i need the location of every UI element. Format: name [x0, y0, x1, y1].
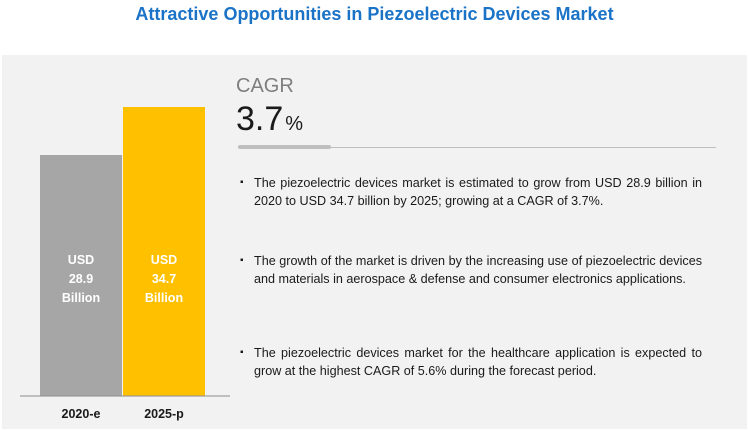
- bar-2025-p: [123, 107, 205, 396]
- bar-data-label: Billion: [145, 291, 183, 305]
- cagr-unit: %: [285, 113, 304, 135]
- bullet-item-healthcare: The piezoelectric devices market for the…: [240, 344, 702, 380]
- cagr-value: 3.7%: [236, 100, 303, 139]
- cagr-number: 3.7: [236, 100, 284, 138]
- divider-line: [238, 147, 716, 148]
- bar-data-label: 34.7: [152, 272, 176, 286]
- bullet-item-growth-driver: The growth of the market is driven by th…: [240, 252, 702, 288]
- page-title: Attractive Opportunities in Piezoelectri…: [135, 4, 614, 24]
- x-tick-label: 2020-e: [62, 407, 101, 421]
- x-tick-label: 2025-p: [144, 407, 184, 421]
- cagr-label: CAGR: [236, 75, 294, 97]
- bar-data-label: USD: [151, 253, 177, 267]
- bar-data-label: 28.9: [69, 272, 93, 286]
- bullet-item-market-estimate: The piezoelectric devices market is esti…: [240, 174, 702, 210]
- bar-2020-e: [40, 155, 122, 396]
- bar-data-label: USD: [68, 253, 94, 267]
- bar-data-label: Billion: [62, 291, 100, 305]
